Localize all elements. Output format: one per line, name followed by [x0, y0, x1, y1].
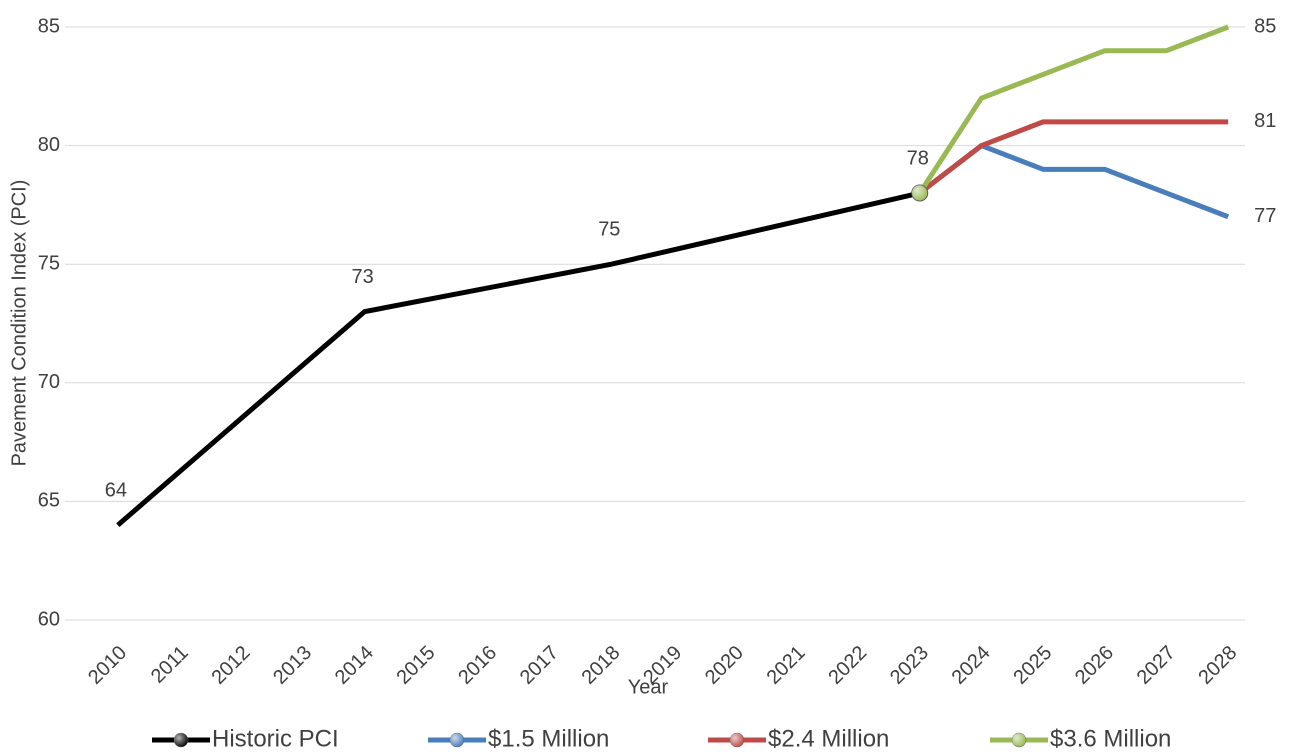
x-tick-label: 2018	[578, 642, 625, 689]
x-tick-label: 2020	[701, 642, 748, 689]
legend-marker-shine	[730, 733, 744, 747]
series-line	[917, 24, 1230, 195]
x-tick-label: 2026	[1071, 642, 1118, 689]
y-tick-label: 85	[38, 15, 60, 37]
x-tick-label: 2024	[948, 642, 995, 689]
x-tick-label: 2012	[207, 642, 254, 689]
y-tick-label: 60	[38, 608, 60, 630]
x-tick-label: 2023	[886, 642, 933, 689]
legend-marker-shine	[174, 733, 188, 747]
x-tick-label: 2011	[147, 642, 193, 688]
data-label: 77	[1254, 205, 1276, 227]
x-tick-label: 2017	[516, 642, 563, 689]
legend-marker-shine	[450, 733, 464, 747]
data-label: 64	[105, 479, 127, 501]
legend-label: $3.6 Million	[1050, 725, 1171, 752]
x-tick-label: 2022	[824, 642, 871, 689]
legend-label: $1.5 Million	[488, 725, 609, 752]
series-line	[918, 119, 1229, 196]
y-axis-title: Pavement Condition Index (PCI)	[8, 180, 30, 467]
series-line	[116, 190, 921, 528]
x-tick-label: 2028	[1194, 642, 1241, 689]
data-label: 85	[1254, 15, 1276, 37]
x-tick-label: 2025	[1009, 642, 1056, 689]
y-tick-label: 70	[38, 371, 60, 393]
x-tick-label: 2021	[763, 642, 810, 689]
data-label: 73	[351, 266, 373, 288]
marker-shine	[911, 185, 928, 202]
y-tick-label: 80	[38, 134, 60, 156]
data-label: 78	[907, 147, 929, 169]
x-axis-title: Year	[628, 676, 669, 698]
data-label: 81	[1254, 110, 1276, 132]
y-tick-label: 75	[38, 252, 60, 274]
legend-label: Historic PCI	[212, 725, 339, 752]
x-tick-label: 2027	[1133, 642, 1180, 689]
legend-marker-shine	[1012, 733, 1026, 747]
legend-label: $2.4 Million	[768, 725, 889, 752]
x-tick-label: 2014	[331, 642, 378, 689]
x-tick-label: 2015	[393, 642, 440, 689]
y-tick-label: 65	[38, 490, 60, 512]
x-tick-label: 2013	[269, 642, 316, 689]
data-label: 75	[598, 218, 620, 240]
x-tick-label: 2016	[454, 642, 501, 689]
x-tick-label: 2010	[84, 642, 131, 689]
